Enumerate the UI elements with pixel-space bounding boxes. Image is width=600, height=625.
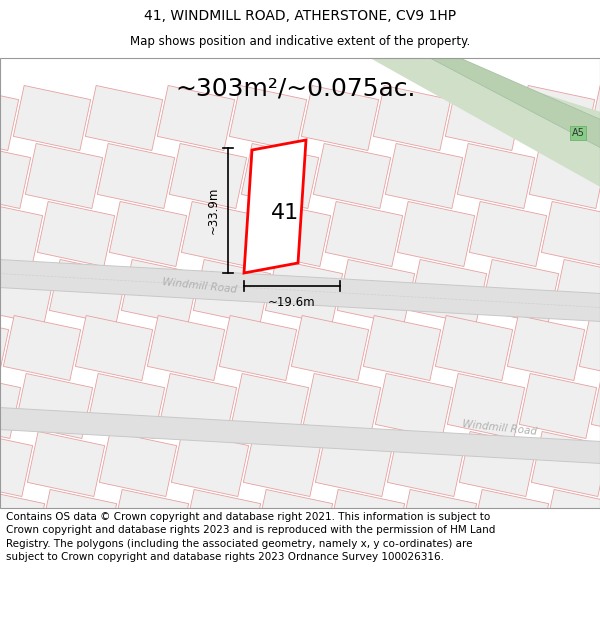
Polygon shape — [436, 316, 512, 381]
Polygon shape — [256, 489, 332, 554]
Polygon shape — [157, 86, 235, 151]
Polygon shape — [76, 316, 152, 381]
Polygon shape — [88, 374, 164, 439]
Text: A5: A5 — [572, 128, 584, 138]
Polygon shape — [517, 86, 595, 151]
Polygon shape — [25, 144, 103, 209]
Polygon shape — [448, 374, 524, 439]
Polygon shape — [169, 144, 247, 209]
Polygon shape — [0, 316, 8, 381]
Polygon shape — [301, 86, 379, 151]
Polygon shape — [370, 58, 600, 198]
Polygon shape — [385, 144, 463, 209]
Polygon shape — [220, 316, 296, 381]
Text: 41, WINDMILL ROAD, ATHERSTONE, CV9 1HP: 41, WINDMILL ROAD, ATHERSTONE, CV9 1HP — [144, 9, 456, 23]
Polygon shape — [181, 201, 259, 266]
Polygon shape — [244, 431, 320, 496]
Polygon shape — [109, 201, 187, 266]
Polygon shape — [472, 489, 548, 554]
Polygon shape — [160, 374, 236, 439]
Polygon shape — [388, 431, 464, 496]
Text: ~33.9m: ~33.9m — [207, 187, 220, 234]
Polygon shape — [0, 548, 56, 612]
Polygon shape — [16, 374, 92, 439]
Polygon shape — [0, 201, 43, 266]
Polygon shape — [0, 431, 32, 496]
Polygon shape — [373, 86, 451, 151]
Polygon shape — [49, 259, 127, 324]
Polygon shape — [481, 259, 559, 324]
Polygon shape — [40, 489, 116, 554]
Polygon shape — [244, 140, 306, 273]
Polygon shape — [460, 431, 536, 496]
Polygon shape — [0, 489, 44, 554]
Polygon shape — [0, 407, 600, 464]
Polygon shape — [520, 374, 596, 439]
Polygon shape — [37, 201, 115, 266]
Polygon shape — [13, 86, 91, 151]
Polygon shape — [544, 489, 600, 554]
Polygon shape — [508, 316, 584, 381]
Polygon shape — [313, 144, 391, 209]
Polygon shape — [340, 548, 416, 612]
Polygon shape — [253, 201, 331, 266]
Polygon shape — [457, 144, 535, 209]
Polygon shape — [292, 316, 368, 381]
Polygon shape — [121, 259, 199, 324]
Polygon shape — [397, 201, 475, 266]
Polygon shape — [532, 431, 600, 496]
Polygon shape — [0, 374, 20, 439]
Text: ~303m²/~0.075ac.: ~303m²/~0.075ac. — [175, 76, 415, 100]
Polygon shape — [0, 259, 55, 324]
Polygon shape — [265, 259, 343, 324]
Polygon shape — [592, 374, 600, 439]
Polygon shape — [304, 374, 380, 439]
Polygon shape — [229, 86, 307, 151]
Polygon shape — [445, 86, 523, 151]
Polygon shape — [316, 431, 392, 496]
Text: 41: 41 — [271, 203, 299, 223]
Text: Map shows position and indicative extent of the property.: Map shows position and indicative extent… — [130, 35, 470, 48]
Polygon shape — [364, 316, 440, 381]
Polygon shape — [241, 144, 319, 209]
Polygon shape — [325, 201, 403, 266]
Polygon shape — [268, 548, 344, 612]
Polygon shape — [580, 316, 600, 381]
Polygon shape — [196, 548, 272, 612]
Polygon shape — [541, 201, 600, 266]
Polygon shape — [4, 316, 80, 381]
Text: Windmill Road: Windmill Road — [462, 419, 538, 437]
Polygon shape — [112, 489, 188, 554]
Polygon shape — [232, 374, 308, 439]
Text: Contains OS data © Crown copyright and database right 2021. This information is : Contains OS data © Crown copyright and d… — [6, 512, 496, 562]
Polygon shape — [484, 548, 560, 612]
Text: ~19.6m: ~19.6m — [268, 296, 316, 309]
Polygon shape — [52, 548, 128, 612]
Polygon shape — [148, 316, 224, 381]
Polygon shape — [469, 201, 547, 266]
Polygon shape — [28, 431, 104, 496]
Polygon shape — [337, 259, 415, 324]
Polygon shape — [193, 259, 271, 324]
Polygon shape — [376, 374, 452, 439]
Polygon shape — [529, 144, 600, 209]
Polygon shape — [409, 259, 487, 324]
Polygon shape — [430, 58, 600, 158]
Polygon shape — [556, 548, 600, 612]
Polygon shape — [0, 259, 600, 322]
Polygon shape — [0, 144, 31, 209]
Polygon shape — [124, 548, 200, 612]
Polygon shape — [184, 489, 260, 554]
Polygon shape — [400, 489, 476, 554]
Polygon shape — [412, 548, 488, 612]
Polygon shape — [172, 431, 248, 496]
Text: Windmill Road: Windmill Road — [162, 277, 238, 295]
Polygon shape — [97, 144, 175, 209]
Polygon shape — [0, 86, 19, 151]
Polygon shape — [589, 86, 600, 151]
Polygon shape — [100, 431, 176, 496]
Polygon shape — [553, 259, 600, 324]
Polygon shape — [328, 489, 404, 554]
Polygon shape — [85, 86, 163, 151]
